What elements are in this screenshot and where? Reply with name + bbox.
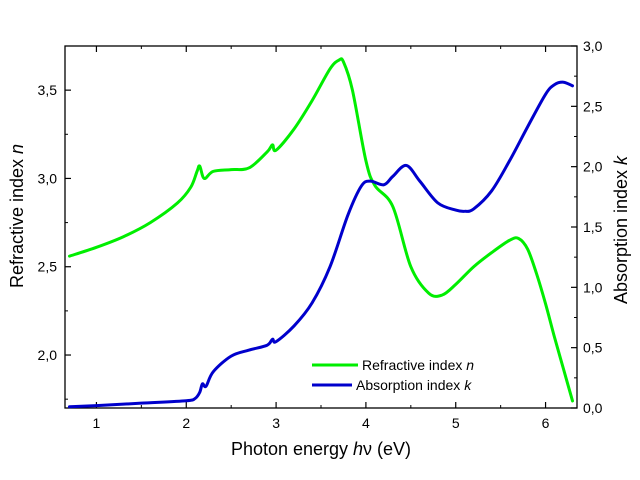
series-line-refractive-index-n [67,57,575,403]
ticks-layer: 1 2 3 4 5 6 2,0 2,5 3,0 3,5 0,0 0,5 1,0 1,5 2,0 2,5 3,0 [38,38,603,431]
x-tick-label: 3 [272,415,280,431]
x-tick-label: 6 [542,415,550,431]
y-right-tick-label: 1,5 [583,219,603,235]
y-left-tick-label: 3,5 [38,82,58,98]
x-tick-label: 1 [93,415,101,431]
x-tick-label: 5 [452,415,460,431]
legend-label-k: Absorption index k [356,377,472,393]
y-right-tick-label: 0,5 [583,340,603,356]
y-left-tick-label: 3,0 [38,170,58,186]
y-right-tick-label: 1,0 [583,279,603,295]
series-layer [67,57,575,409]
y-left-tick-label: 2,5 [38,259,58,275]
y-axis-left-title: Refractive index n [7,144,27,288]
x-tick-label: 4 [362,415,370,431]
series-line-absorption-index-k [67,80,575,409]
y-axis-right-title: Absorption index k [611,155,631,304]
y-right-tick-label: 3,0 [583,38,603,54]
x-axis-title: Photon energy hν (eV) [231,439,411,459]
y-right-tick-label: 2,0 [583,159,603,175]
legend: Refractive index n Absorption index k [312,357,474,393]
y-right-tick-label: 0,0 [583,400,603,416]
y-right-tick-label: 2,5 [583,98,603,114]
y-left-tick-label: 2,0 [38,347,58,363]
legend-label-n: Refractive index n [362,357,474,373]
x-tick-label: 2 [182,415,190,431]
